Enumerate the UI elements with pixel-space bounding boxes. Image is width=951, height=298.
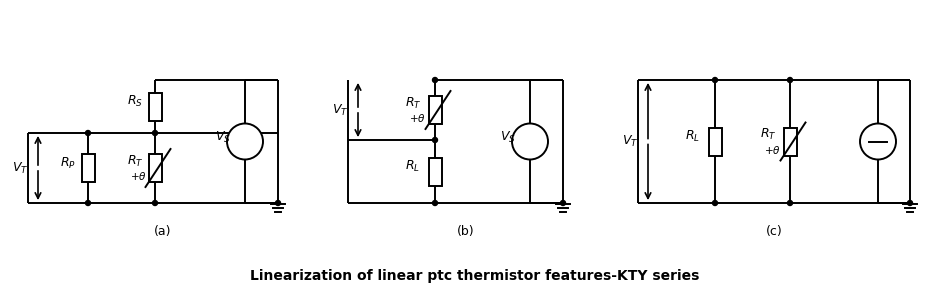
Text: $V_T$: $V_T$ <box>11 160 29 176</box>
Text: $+\theta$: $+\theta$ <box>764 144 781 156</box>
Circle shape <box>787 77 792 83</box>
Text: $R_P$: $R_P$ <box>60 156 76 170</box>
Bar <box>708 128 722 156</box>
Circle shape <box>86 201 90 206</box>
Text: $V_T$: $V_T$ <box>332 103 348 117</box>
Text: $R_L$: $R_L$ <box>405 159 420 174</box>
Text: (a): (a) <box>154 224 172 238</box>
Text: $R_T$: $R_T$ <box>126 153 144 169</box>
Text: $R_S$: $R_S$ <box>127 94 143 109</box>
Text: $+\theta$: $+\theta$ <box>129 170 146 182</box>
Circle shape <box>860 123 896 159</box>
Circle shape <box>433 77 437 83</box>
Bar <box>429 96 441 124</box>
Bar <box>784 128 797 156</box>
Circle shape <box>787 201 792 206</box>
Circle shape <box>152 201 158 206</box>
Bar <box>429 158 441 185</box>
Text: $+\theta$: $+\theta$ <box>409 112 425 124</box>
Circle shape <box>227 123 263 159</box>
Text: (b): (b) <box>456 224 475 238</box>
Circle shape <box>86 131 90 136</box>
Circle shape <box>560 201 566 206</box>
Bar <box>148 92 162 120</box>
Circle shape <box>712 201 717 206</box>
Circle shape <box>433 137 437 142</box>
Circle shape <box>907 201 913 206</box>
Circle shape <box>433 201 437 206</box>
Bar <box>148 154 162 182</box>
Circle shape <box>712 77 717 83</box>
Text: Linearization of linear ptc thermistor features-KTY series: Linearization of linear ptc thermistor f… <box>250 269 700 283</box>
Text: $V_S$: $V_S$ <box>215 130 231 145</box>
Text: $R_L$: $R_L$ <box>686 129 701 144</box>
Text: $R_T$: $R_T$ <box>405 95 421 111</box>
Text: $V_T$: $V_T$ <box>622 134 638 149</box>
Circle shape <box>512 123 548 159</box>
Circle shape <box>276 201 281 206</box>
Bar <box>82 154 94 182</box>
Circle shape <box>152 131 158 136</box>
Text: (c): (c) <box>766 224 783 238</box>
Text: $V_S$: $V_S$ <box>500 130 515 145</box>
Text: $R_T$: $R_T$ <box>760 127 776 142</box>
